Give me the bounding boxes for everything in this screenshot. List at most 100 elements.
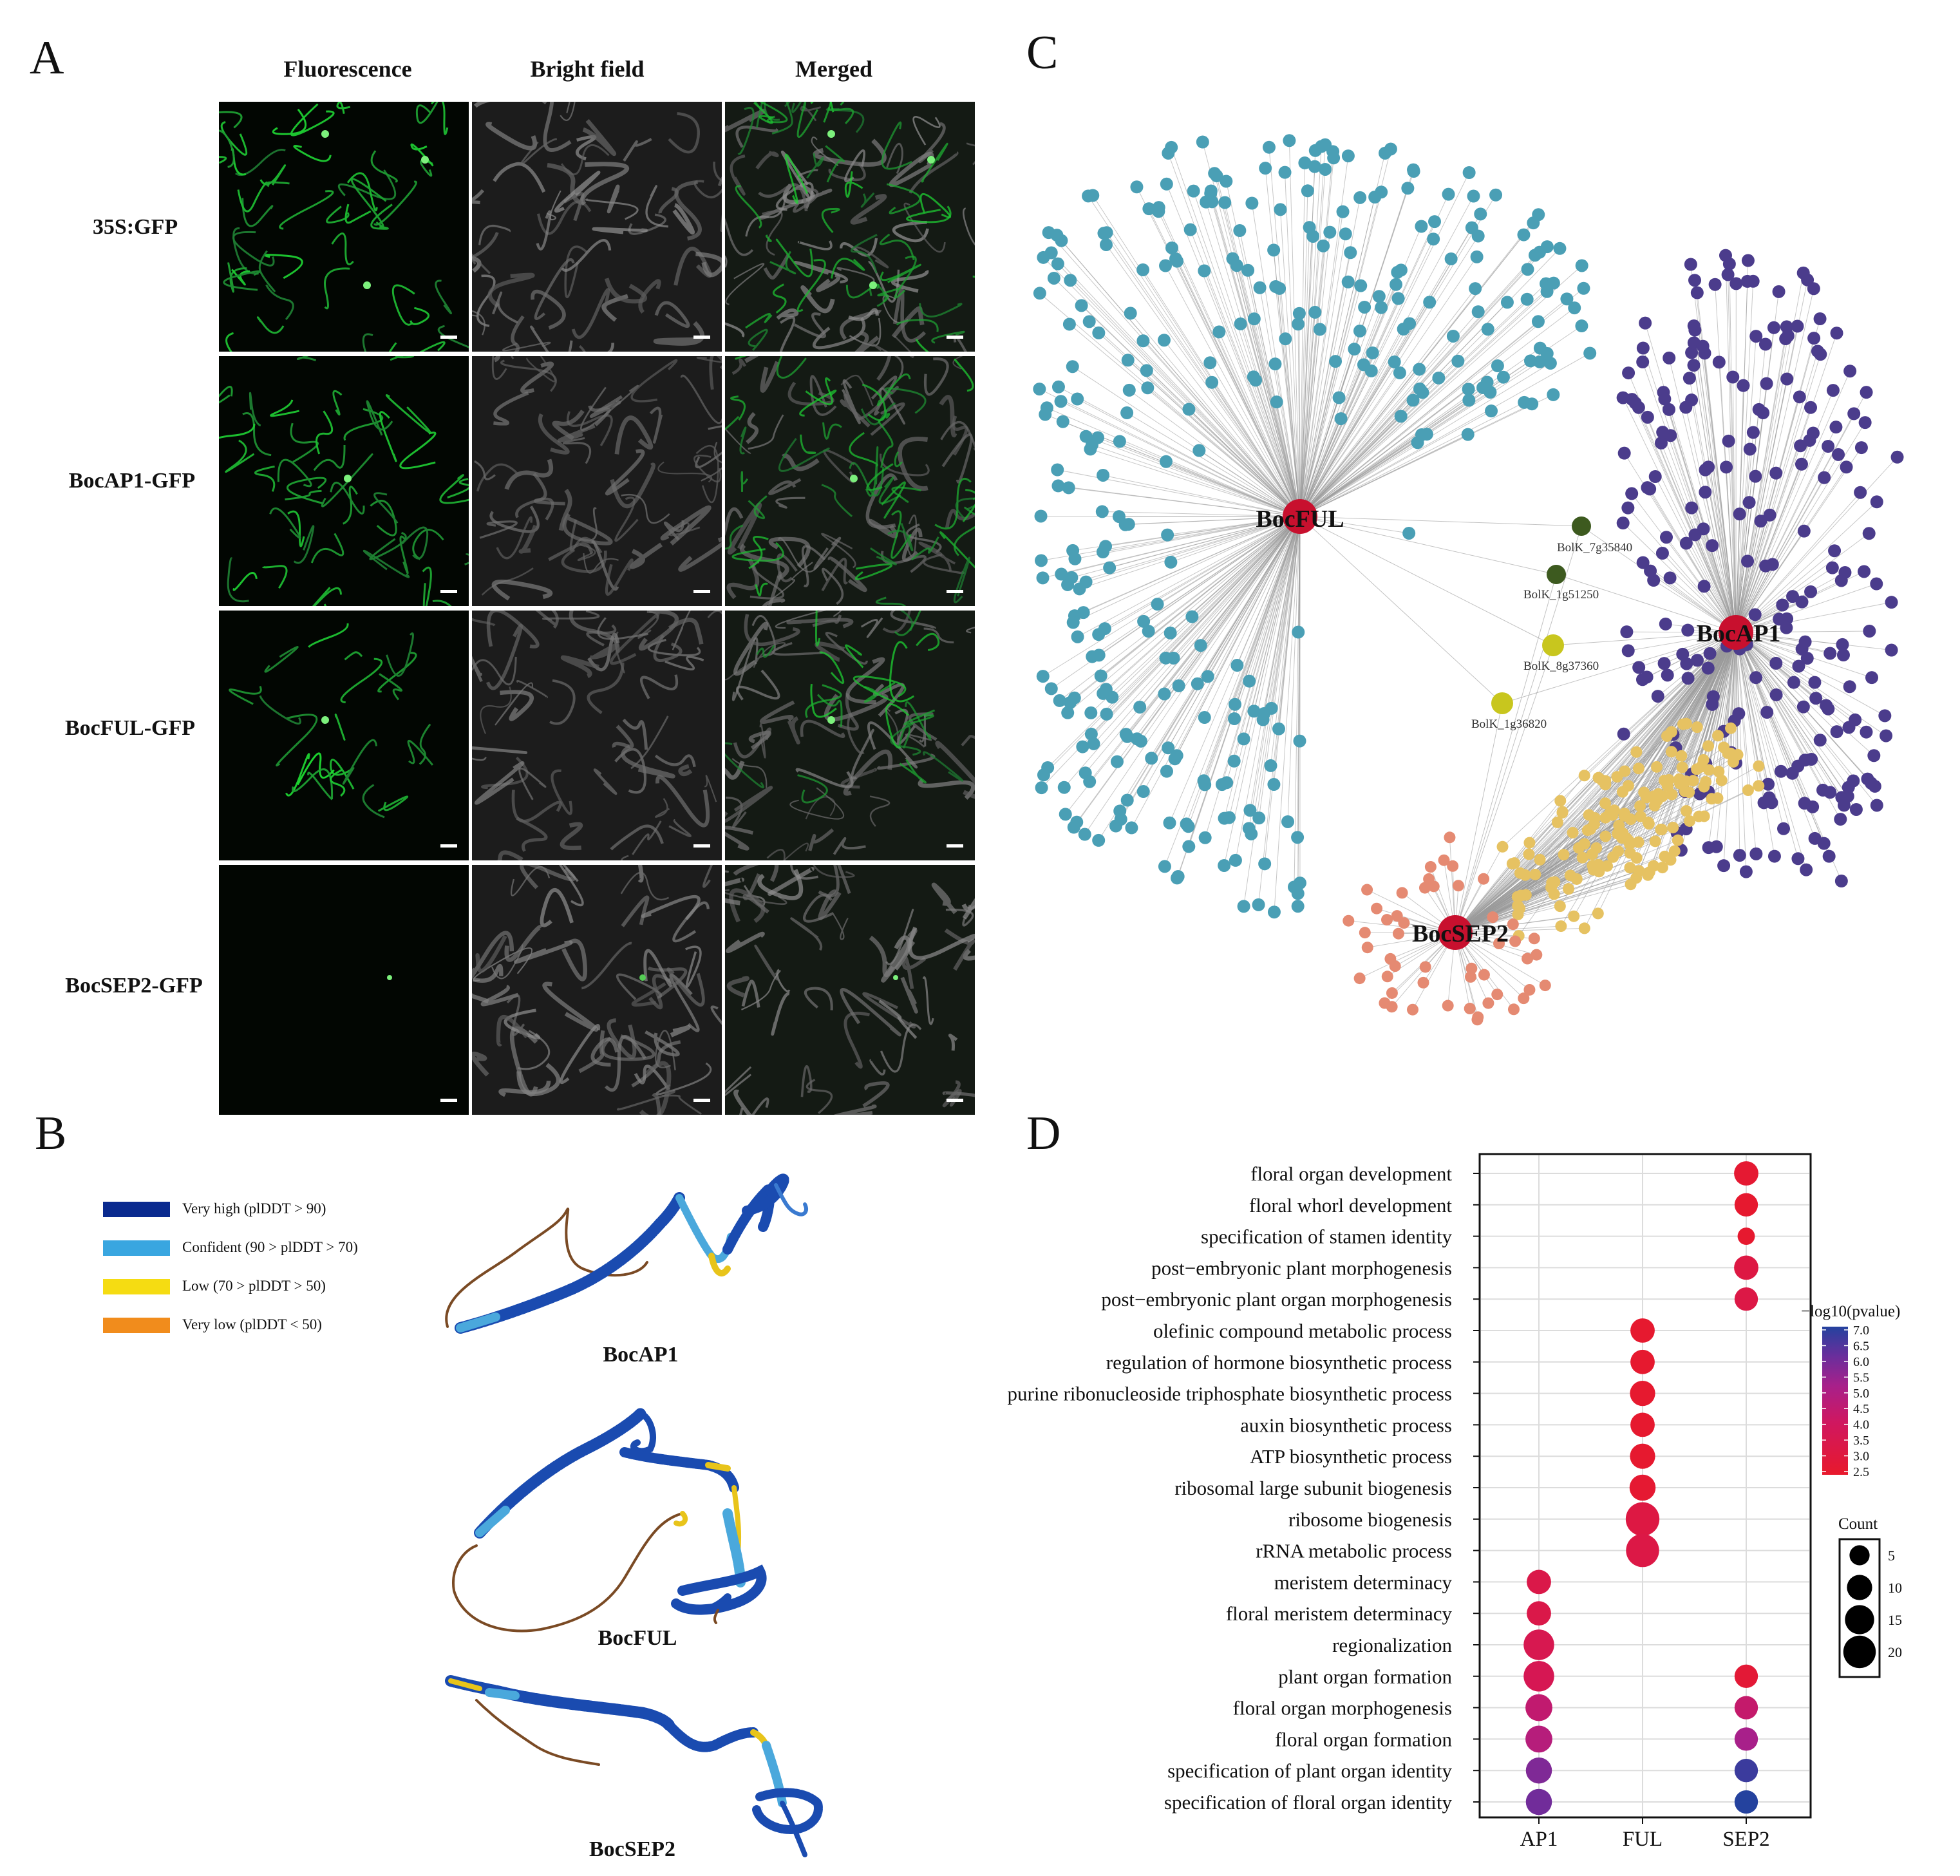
sep2-target-node (1507, 1003, 1520, 1016)
ful-target-node (1237, 900, 1250, 913)
ful-target-node (1253, 281, 1267, 294)
ful-target-node (1334, 412, 1348, 426)
shared-target-node (1648, 790, 1660, 802)
ap1-target-node (1760, 706, 1774, 719)
ful-target-node (1332, 391, 1346, 404)
size-legend-dot (1845, 1605, 1874, 1634)
ful-target-node (1083, 775, 1097, 788)
go-term-label: specification of stamen identity (1201, 1226, 1452, 1248)
shared-target-node (1649, 835, 1661, 848)
ful-target-node (1252, 898, 1265, 911)
row-head-bocap1-gfp: BocAP1-GFP (68, 469, 196, 493)
ap1-target-node (1825, 561, 1839, 574)
micrograph-r2-c3 (725, 356, 975, 606)
shared-target-node (1698, 810, 1710, 822)
scale-bar (440, 844, 457, 848)
ap1-target-node (1680, 657, 1693, 670)
micrograph-image (725, 611, 975, 860)
ful-target-node (1182, 403, 1196, 416)
colorbar-tick-label: 5.0 (1853, 1387, 1869, 1401)
ful-target-node (1540, 240, 1554, 254)
row-head-bocful-gfp: BocFUL-GFP (64, 716, 196, 740)
ful-target-node (1194, 639, 1207, 652)
shared-target-node (1576, 851, 1588, 864)
ful-target-node (1520, 292, 1534, 306)
ap1-target-node (1766, 558, 1779, 571)
shared-target-node (1753, 760, 1765, 772)
ful-target-node (1237, 732, 1250, 746)
ap1-target-node (1849, 802, 1863, 816)
ful-target-node (1035, 554, 1048, 567)
ful-target-node (1281, 815, 1295, 828)
connector-label-1g51250: BolK_1g51250 (1523, 588, 1599, 602)
shared-target-node (1564, 869, 1576, 882)
ful-target-node (1326, 145, 1340, 158)
ful-target-node (1170, 749, 1183, 763)
ap1-target-node (1769, 656, 1783, 670)
ful-target-node (1406, 393, 1420, 407)
sep2-target-node (1442, 1000, 1454, 1012)
ful-target-node (1051, 380, 1065, 393)
ful-target-node (1084, 727, 1098, 741)
ap1-target-node (1780, 320, 1793, 334)
go-term-label: floral organ formation (1275, 1728, 1452, 1750)
ful-target-node (1182, 840, 1196, 853)
ap1-target-node (1641, 410, 1654, 424)
scale-bar (693, 844, 710, 848)
ful-target-node (1278, 166, 1292, 179)
shared-target-node (1622, 780, 1634, 792)
shared-target-node (1511, 891, 1523, 903)
hub-label-bocful: BocFUL (1256, 506, 1344, 533)
ap1-target-node (1679, 536, 1693, 550)
scale-bar (440, 336, 457, 339)
ful-target-node (1358, 300, 1371, 314)
ful-target-node (1091, 431, 1105, 444)
ful-target-node (1050, 229, 1064, 242)
ful-target-node (1169, 252, 1182, 265)
shared-target-node (1585, 823, 1597, 835)
shared-target-node (1554, 900, 1566, 913)
ful-target-node (1308, 160, 1321, 173)
ap1-target-node (1769, 688, 1783, 701)
shared-target-node (1661, 781, 1673, 793)
sep2-target-node (1472, 1011, 1484, 1023)
ful-target-node (1141, 381, 1154, 395)
ful-target-node (1180, 817, 1193, 831)
shared-target-node (1514, 902, 1526, 914)
ful-target-node (1274, 203, 1287, 216)
ap1-target-node (1636, 341, 1650, 355)
ful-target-node (1575, 319, 1588, 333)
ful-target-node (1243, 674, 1256, 688)
sep2-target-node (1509, 935, 1522, 947)
ful-target-node (1227, 754, 1241, 768)
ap1-target-node (1681, 623, 1695, 637)
ap1-target-node (1829, 421, 1843, 434)
ap1-target-node (1880, 729, 1893, 743)
ap1-target-node (1720, 460, 1733, 474)
ful-target-node (1531, 315, 1545, 328)
colorbar-tick-label: 4.5 (1853, 1402, 1869, 1416)
ful-target-node (1279, 332, 1292, 346)
size-legend-dot (1849, 1545, 1870, 1566)
sep2-target-node (1447, 860, 1459, 872)
ful-target-node (1474, 207, 1487, 221)
ful-target-node (1267, 243, 1281, 257)
ful-target-node (1228, 697, 1241, 711)
ful-target-node (1145, 752, 1158, 765)
ap1-target-node (1749, 847, 1763, 860)
ful-target-node (1203, 356, 1217, 370)
ap1-target-node (1865, 671, 1878, 685)
ful-target-node (1229, 853, 1242, 867)
ful-target-node (1087, 737, 1100, 750)
ap1-target-node (1737, 379, 1750, 392)
ful-target-node (1036, 571, 1050, 585)
micrograph-image (219, 865, 469, 1115)
ap1-target-node (1699, 486, 1712, 499)
micrograph-r1-c2 (472, 102, 722, 352)
ful-target-node (1092, 326, 1106, 339)
shared-target-node (1624, 838, 1636, 850)
ful-target-node (1097, 227, 1111, 240)
col-head-fluorescence: Fluorescence (283, 56, 412, 82)
sep2-target-node (1518, 992, 1530, 1005)
size-legend-title: Count (1838, 1515, 1878, 1533)
